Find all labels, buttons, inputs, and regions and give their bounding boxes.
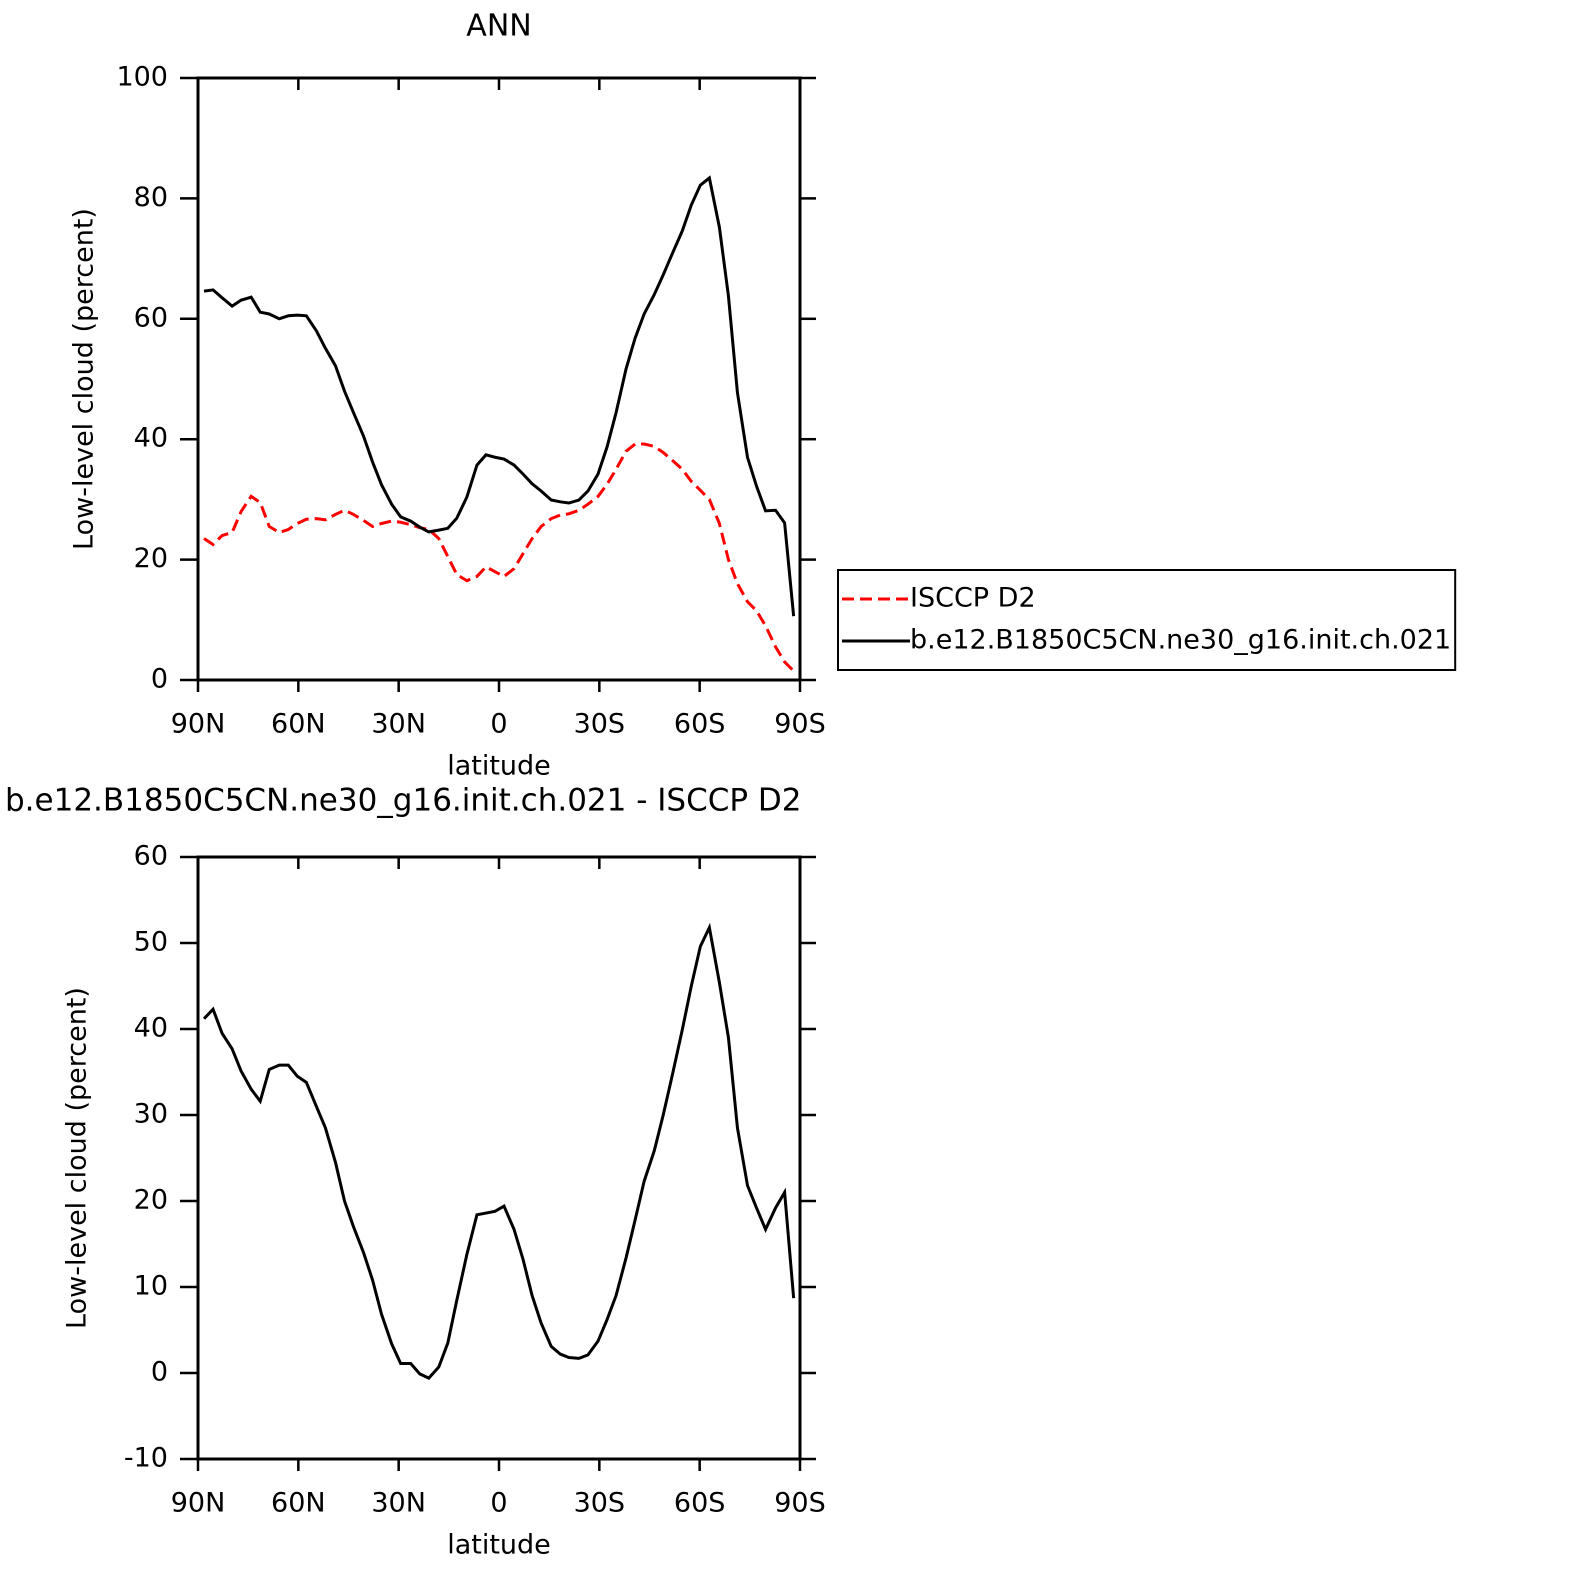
y-tick-label: 60 [134, 302, 168, 333]
x-tick-label: 90N [171, 709, 226, 740]
legend-label: b.e12.B1850C5CN.ne30_g16.init.ch.021 [910, 625, 1451, 656]
x-tick-label: 60N [271, 1488, 326, 1519]
x-tick-label: 60S [674, 1488, 726, 1519]
data-line [202, 922, 796, 1380]
x-tick-label: 60N [271, 709, 326, 740]
x-tick-label: 0 [490, 709, 507, 740]
y-tick-label: 80 [134, 182, 168, 213]
x-tick-label: 60S [674, 709, 726, 740]
x-tick-label: 0 [490, 1488, 507, 1519]
x-tick-label: 90S [774, 1488, 826, 1519]
data-line [203, 175, 796, 617]
x-tick-label: 30S [574, 709, 626, 740]
y-tick-label: 30 [134, 1099, 168, 1130]
x-tick-label: 30N [371, 1488, 426, 1519]
x-axis-label: latitude [447, 751, 551, 782]
plot-frame [196, 76, 802, 682]
y-tick-label: 20 [134, 1185, 168, 1216]
y-tick-label: 60 [134, 841, 168, 872]
y-tick-label: 10 [134, 1271, 168, 1302]
y-tick-label: 40 [134, 423, 168, 454]
y-tick-label: 100 [116, 62, 168, 93]
x-tick-label: 30N [371, 709, 426, 740]
y-tick-label: -10 [124, 1443, 168, 1474]
y-tick-label: 50 [134, 927, 168, 958]
y-axis-label: Low-level cloud (percent) [62, 987, 93, 1329]
y-axis-label: Low-level cloud (percent) [69, 208, 100, 550]
y-tick-label: 0 [151, 1357, 168, 1388]
x-axis-label: latitude [447, 1530, 551, 1561]
chart-title: ANN [466, 9, 531, 44]
plot-frame [196, 855, 802, 1461]
y-tick-label: 20 [134, 543, 168, 574]
data-line [203, 442, 795, 673]
legend-box [837, 569, 1457, 671]
x-tick-label: 30S [574, 1488, 626, 1519]
y-tick-label: 40 [134, 1013, 168, 1044]
chart-title: b.e12.B1850C5CN.ne30_g16.init.ch.021 - I… [5, 783, 802, 819]
x-tick-label: 90N [171, 1488, 226, 1519]
y-tick-label: 0 [151, 664, 168, 695]
legend-label: ISCCP D2 [910, 583, 1036, 614]
x-tick-label: 90S [774, 709, 826, 740]
